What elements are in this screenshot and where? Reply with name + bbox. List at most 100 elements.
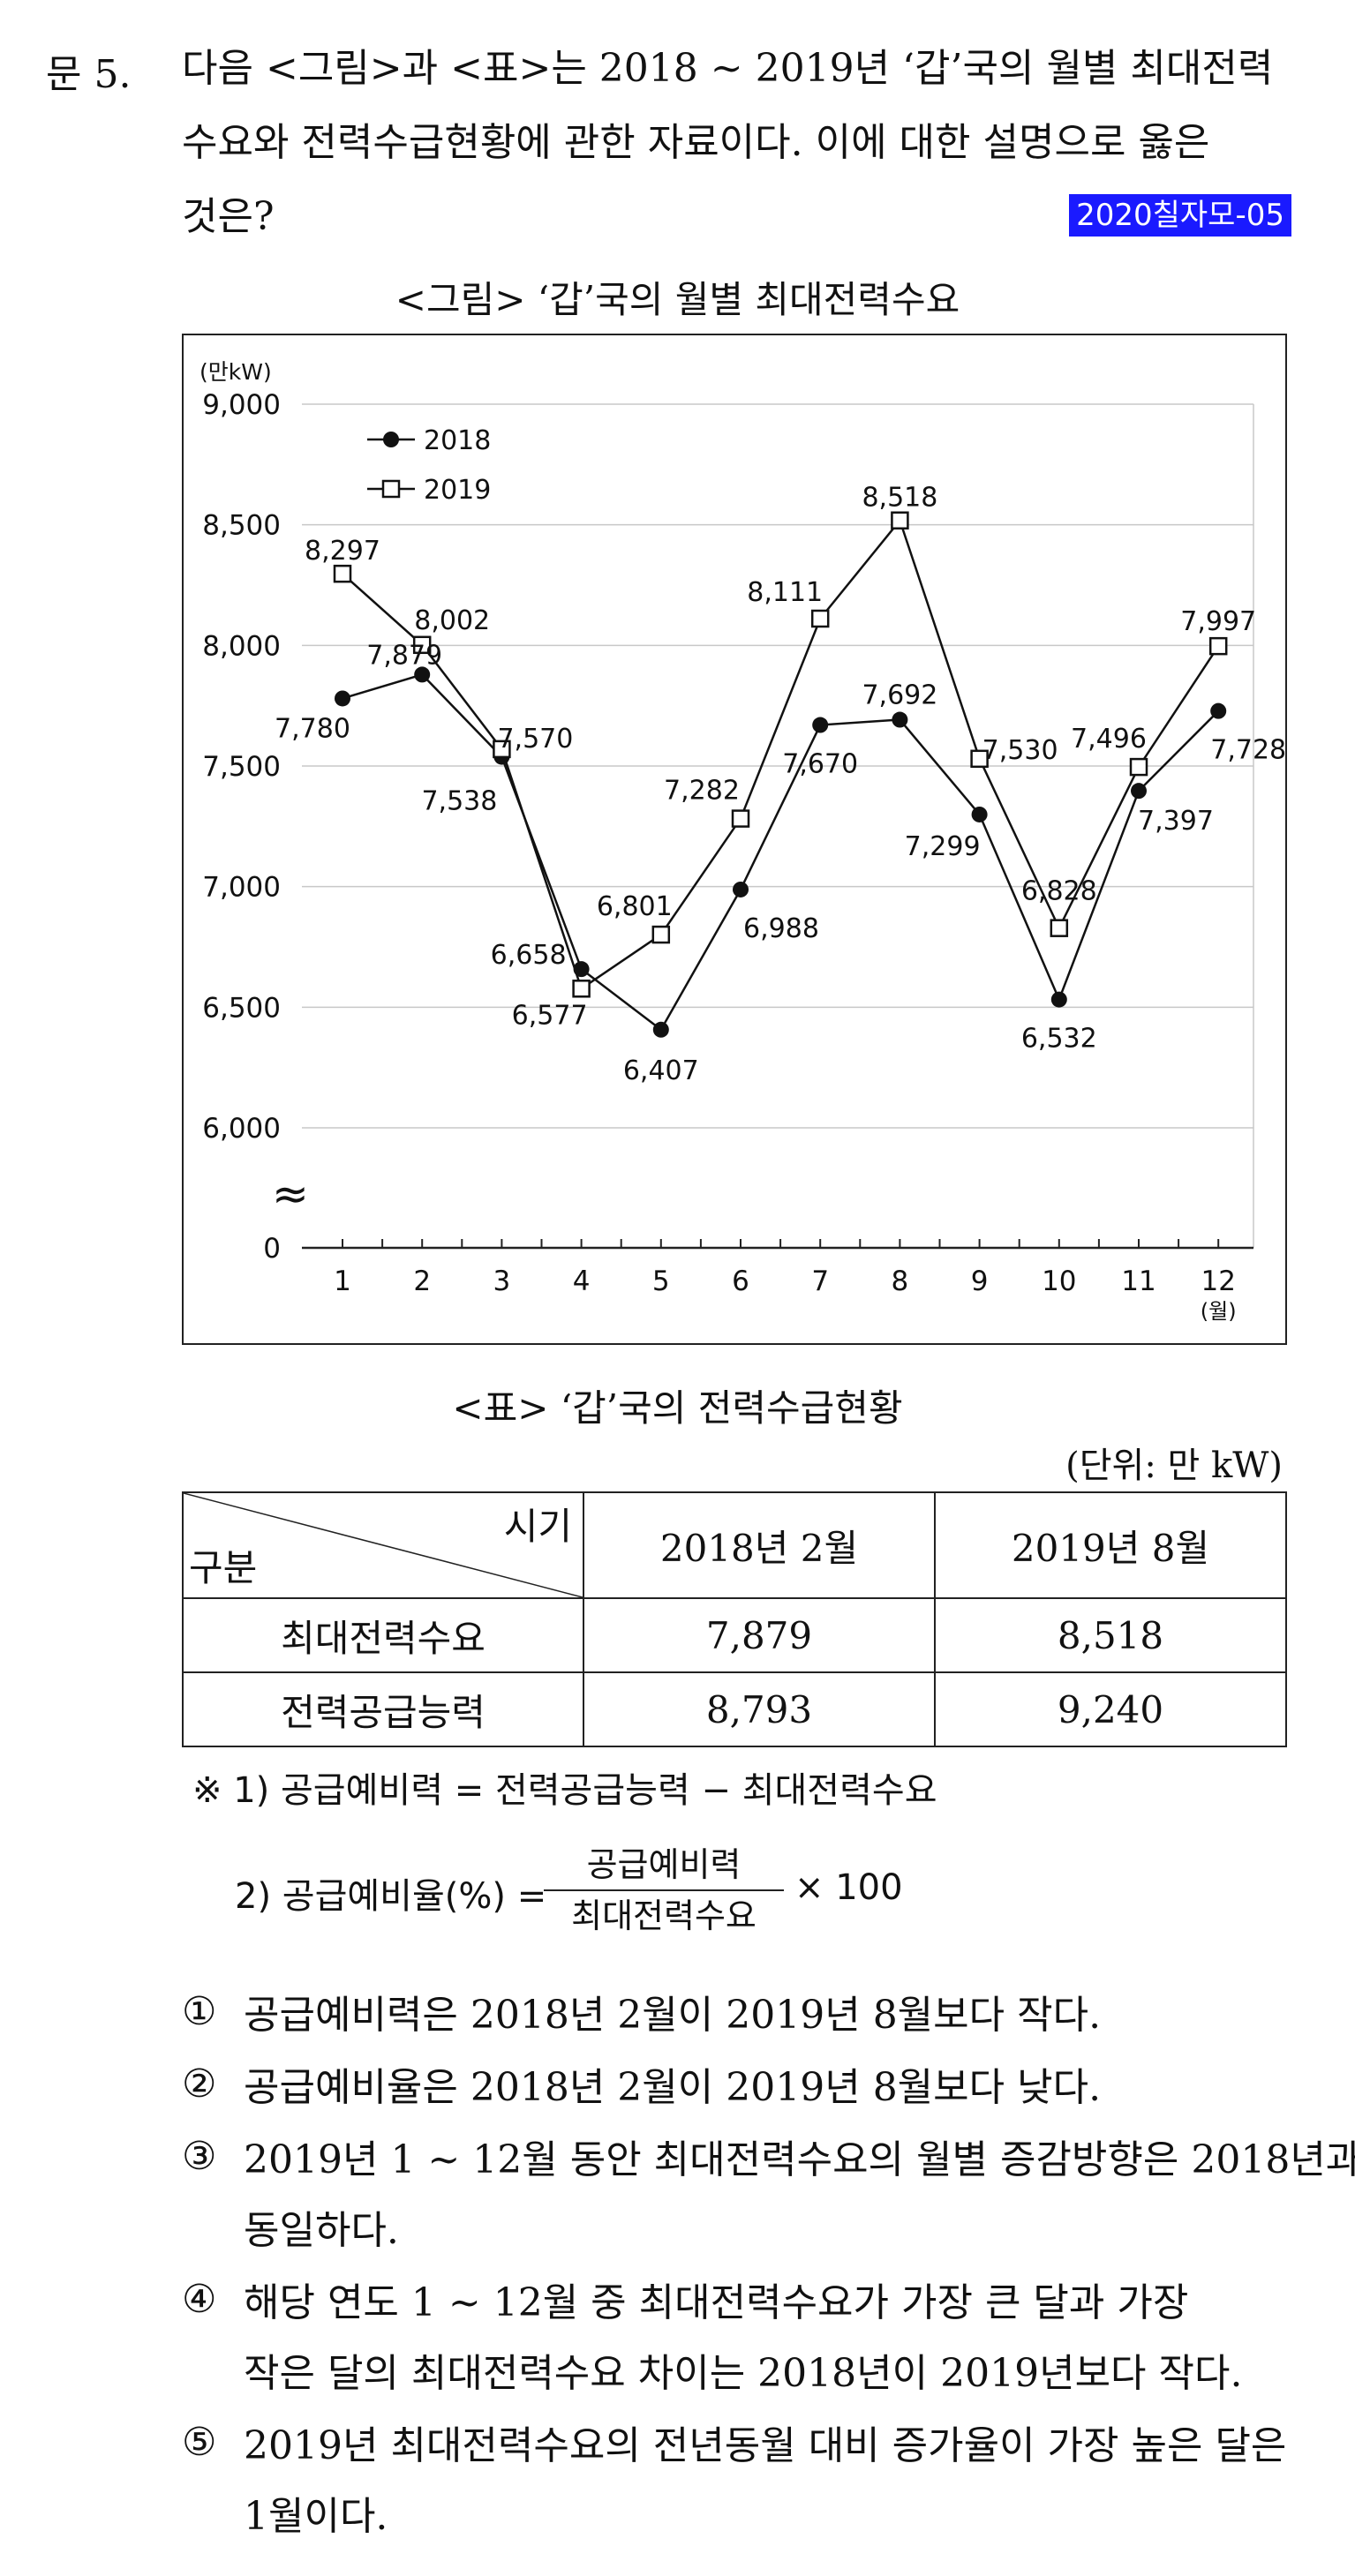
option-2-mark[interactable]: ②: [182, 2062, 217, 2107]
data-label-2018: 6,988: [743, 913, 819, 944]
data-label-2019: 7,496: [1071, 724, 1147, 755]
data-point-2018: [414, 666, 431, 683]
data-label-2018: 7,670: [782, 749, 858, 780]
chart-svg: 9,000 8,500 8,000 7,500 7,000 6,500 6,000 0 (만kW…: [199, 359, 1286, 1324]
data-point-2018: [1050, 991, 1067, 1008]
data-label-2018: 6,658: [491, 940, 567, 971]
grid-layer: [302, 403, 1254, 1248]
data-label-2019: 8,518: [862, 483, 937, 514]
option-5-mark[interactable]: ⑤: [182, 2420, 217, 2465]
diagonal-header-cell: 시기 구분: [182, 1491, 584, 1599]
table-row: 최대전력수요 7,879 8,518: [182, 1597, 1287, 1673]
option-3-text[interactable]: 2019년 1 ~ 12월 동안 최대전력수요의 월별 증감방향은 2018년과: [244, 2137, 1355, 2182]
data-label-2019: 8,111: [747, 577, 823, 608]
data-label-2018: 7,538: [421, 786, 497, 817]
x-tick-label: 12: [1201, 1265, 1235, 1297]
data-point-2018: [812, 717, 829, 733]
option-4-mark[interactable]: ④: [182, 2277, 217, 2322]
data-point-2019: [333, 564, 352, 583]
fraction-denominator: 최대전력수요: [571, 1896, 757, 1935]
x-tick-label: 2: [413, 1265, 431, 1297]
option-2-text[interactable]: 공급예비율은 2018년 2월이 2019년 8월보다 낮다.: [244, 2065, 1102, 2110]
data-label-2019: 8,002: [414, 605, 490, 636]
y-tick-label: 8,500: [202, 510, 281, 542]
x-tick-label: 9: [971, 1265, 989, 1297]
x-tick-label: 4: [573, 1265, 591, 1297]
figure-caption: <그림> ‘갑’국의 월별 최대전력수요: [395, 278, 960, 321]
legend: 2018 2019: [367, 425, 491, 506]
option-3-text-cont[interactable]: 동일하다.: [244, 2208, 399, 2253]
data-point-2019: [1050, 919, 1069, 937]
data-point-2019: [810, 609, 830, 628]
question-line-3: 것은?: [182, 194, 275, 239]
data-label-2019: 8,297: [305, 536, 380, 567]
option-4-text[interactable]: 해당 연도 1 ~ 12월 중 최대전력수요가 가장 큰 달과 가장: [244, 2280, 1189, 2325]
axis-layer: 9,000 8,500 8,000 7,500 7,000 6,500 6,000 0 (만kW…: [199, 359, 1253, 1324]
header-period: 시기: [503, 1505, 572, 1548]
x-tick-label: 10: [1042, 1265, 1076, 1297]
option-1-text[interactable]: 공급예비력은 2018년 2월이 2019년 8월보다 작다.: [244, 1993, 1102, 2038]
data-point-2019: [1208, 636, 1228, 656]
table-cell: 7,879: [583, 1597, 936, 1673]
x-tick-label: 8: [892, 1265, 909, 1297]
x-tick-label: 5: [652, 1265, 670, 1297]
data-label-2018: 7,780: [275, 713, 350, 744]
data-point-2018: [335, 690, 350, 707]
y-tick-label: 6,000: [202, 1113, 281, 1145]
source-tag: 2020칠자모-05: [1069, 194, 1291, 237]
note-1: ※ 1) 공급예비력 = 전력공급능력 − 최대전력수요: [192, 1770, 937, 1811]
data-point-2018: [1131, 783, 1147, 800]
question-line-1: 다음 <그림>과 <표>는 2018 ~ 2019년 ‘갑’국의 월별 최대전력: [182, 46, 1274, 91]
supply-table: 시기 구분 2018년 2월 2019년 8월 최대전력수요 7,879 8,5…: [182, 1491, 1287, 1747]
table-cell: 8,793: [583, 1671, 936, 1747]
table-caption: <표> ‘갑’국의 전력수급현황: [452, 1386, 903, 1430]
data-point-2019: [651, 925, 671, 944]
data-point-2019: [493, 740, 511, 759]
data-label-2019: 7,530: [982, 735, 1058, 766]
data-label-2019: 7,570: [497, 724, 573, 755]
option-5-text[interactable]: 2019년 최대전력수요의 전년동월 대비 증가율이 가장 높은 달은: [244, 2423, 1287, 2468]
option-5-text-cont[interactable]: 1월이다.: [244, 2494, 388, 2539]
data-point-2018: [652, 1021, 669, 1038]
data-label-2019: 7,997: [1180, 606, 1256, 637]
x-tick-label: 11: [1121, 1265, 1156, 1297]
data-label-2018: 7,692: [862, 680, 937, 711]
data-point-2019: [572, 980, 591, 998]
legend-label-2018: 2018: [424, 425, 491, 456]
data-label-2018: 7,879: [366, 640, 442, 671]
series-line-2019: [342, 518, 1220, 991]
data-label-2018: 7,728: [1210, 735, 1285, 766]
data-label-2018: 6,407: [623, 1055, 699, 1086]
option-1-mark[interactable]: ①: [182, 1989, 217, 2034]
legend-label-2019: 2019: [424, 475, 491, 506]
legend-marker-2018: [383, 432, 399, 447]
fraction-numerator: 공급예비력: [544, 1837, 784, 1891]
option-3-mark[interactable]: ③: [182, 2134, 217, 2179]
data-point-2019: [731, 809, 750, 828]
table-cell: 8,518: [934, 1597, 1287, 1673]
x-axis-unit: (월): [1201, 1299, 1237, 1324]
y-tick-label: 8,000: [202, 630, 281, 662]
x-tick-label: 6: [732, 1265, 749, 1297]
option-4-text-cont[interactable]: 작은 달의 최대전력수요 차이는 2018년이 2019년보다 작다.: [244, 2351, 1243, 2396]
label-layer: 7,780 7,879 7,538 6,658 6,407 6,988 7,670 7,692…: [275, 483, 1286, 1086]
row-label: 전력공급능력: [182, 1671, 584, 1747]
y-tick-label: 7,500: [202, 751, 281, 783]
y-tick-label: 0: [263, 1233, 281, 1265]
data-label-2018: 7,299: [905, 831, 981, 862]
line-chart: 9,000 8,500 8,000 7,500 7,000 6,500 6,000 0 (만kW…: [182, 334, 1287, 1345]
row-label: 최대전력수요: [182, 1597, 584, 1673]
header-category: 구분: [189, 1546, 258, 1589]
data-label-2018: 6,532: [1021, 1024, 1097, 1055]
table-header-row: 시기 구분 2018년 2월 2019년 8월: [182, 1491, 1287, 1599]
x-tick-label: 1: [334, 1265, 351, 1297]
table-row: 전력공급능력 8,793 9,240: [182, 1671, 1287, 1747]
data-label-2019: 6,801: [597, 891, 673, 922]
data-point-2018: [573, 961, 590, 978]
data-point-2019: [891, 511, 909, 529]
note-2-prefix: 2) 공급예비율(%) =: [235, 1876, 547, 1917]
data-point-2018: [733, 881, 749, 897]
data-point-2019: [412, 635, 432, 655]
question-line-2: 수요와 전력수급현황에 관한 자료이다. 이에 대한 설명으로 옳은: [182, 120, 1210, 165]
table-cell: 9,240: [934, 1671, 1287, 1747]
